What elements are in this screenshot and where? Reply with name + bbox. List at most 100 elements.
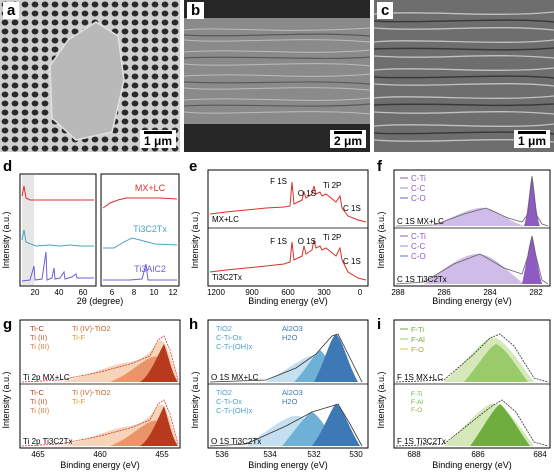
panel-i-f1s-xps: i Intensity (a.u.) F-Ti F-Al F-O F-Ti F-… — [374, 314, 554, 476]
i-tick: 686 — [471, 450, 485, 459]
g-envelope-bottom — [21, 399, 179, 447]
d-tick: 12 — [169, 288, 178, 297]
panel-label-e: e — [189, 158, 198, 175]
panel-a-sem-image: a 1 μm — [0, 0, 180, 152]
i-envelope-bottom — [395, 399, 549, 447]
h-tick: 530 — [349, 450, 363, 459]
e-sample-ti3c2tx: Ti3C2Tx — [212, 273, 242, 282]
g-title-top: Ti 2p MX+LC — [23, 373, 70, 382]
scale-bar-a: 1 μm — [139, 130, 176, 148]
g-ylabel: Intensity (a.u.) — [1, 371, 11, 428]
f-legend-bottom: C-O — [411, 252, 426, 261]
panel-label-g: g — [3, 316, 13, 333]
panel-f-c1s-xps: f Intensity (a.u.) C-Ti C-C C-O C-Ti C-C… — [374, 156, 554, 306]
panel-b-sem-image: b 2 μm — [184, 0, 370, 152]
d-trace-ti3alc2 — [21, 251, 94, 282]
h-legend-bottom: C-Ti-(OH)x — [216, 406, 253, 415]
f-title-top: C 1S MX+LC — [397, 217, 444, 226]
i-legend-top: F-Ti — [411, 325, 424, 334]
f-legend-bottom: C-C — [411, 242, 425, 251]
e-peak-o1s-top: O 1S — [298, 189, 316, 198]
d-tick: 8 — [132, 288, 137, 297]
scale-bar-c: 1 μm — [513, 130, 550, 148]
d-left-axes — [19, 173, 97, 287]
d-tick: 20 — [31, 288, 40, 297]
e-peak-o1s-bottom: O 1S — [298, 237, 316, 246]
h-legend-bottom: TiO2 — [216, 388, 232, 397]
e-tick: 900 — [245, 288, 259, 297]
panel-d-xrd-chart: d Intensity (a.u.) MX+LC Ti3C2Tx Ti3AlC2… — [0, 156, 184, 306]
e-trace-ti3c2tx — [209, 239, 367, 281]
f-fill-cti-top — [524, 176, 540, 226]
i-legend-top: F-O — [411, 345, 424, 354]
e-peak-c1s-top: C 1S — [343, 204, 361, 213]
panel-g-ti2p-xps: g Intensity (a.u.) Ti-C Ti (II) Ti (III)… — [0, 314, 184, 476]
g-legend-bottom: Ti (III) — [30, 406, 50, 415]
d-trace-ti3c2tx — [21, 229, 94, 247]
panel-label-f: f — [377, 158, 382, 175]
g-envelope-top — [21, 335, 179, 383]
i-xlabel: Binding energy (eV) — [432, 460, 512, 470]
i-legend-bottom: F-O — [411, 407, 422, 414]
e-tick: 1200 — [207, 288, 225, 297]
f-tick: 286 — [437, 288, 451, 297]
c1s-plot: Intensity (a.u.) C-Ti C-C C-O C-Ti C-C C… — [376, 169, 551, 306]
d-tick: 40 — [55, 288, 64, 297]
h-ylabel: Intensity (a.u.) — [190, 371, 200, 428]
g-legend-bottom: Ti-C — [30, 388, 44, 397]
d-right-axes — [100, 173, 180, 287]
panel-label-c: c — [377, 2, 394, 19]
f-fill-cc-top — [434, 207, 524, 226]
e-sample-mxlc: MX+LC — [212, 215, 239, 224]
h-fill-dark-top — [314, 334, 358, 382]
f-fill-cc-bottom — [424, 253, 524, 284]
g-tick: 460 — [93, 450, 107, 459]
f-envelope-top — [395, 175, 549, 227]
e-peak-f1s-bottom: F 1S — [270, 237, 287, 246]
d-trace-ti3c2tx-zoom — [103, 237, 178, 249]
i-fill-fal-bottom — [470, 404, 530, 446]
h-legend-top: C-Ti-(OH)x — [216, 342, 253, 351]
f1s-plot: Intensity (a.u.) F-Ti F-Al F-O F-Ti F-Al… — [376, 319, 551, 470]
h-legend-bottom: H2O — [282, 397, 298, 406]
panel-label-a: a — [3, 2, 20, 19]
o1s-plot: Intensity (a.u.) TiO2 C-Ti-Ox C-Ti-(OH)x… — [190, 319, 369, 470]
d-tick: 10 — [150, 288, 159, 297]
i-title-top: F 1S MX+LC — [397, 373, 443, 382]
f-legend-top: C-O — [411, 194, 426, 203]
h-legend-top: C-Ti-Ox — [216, 333, 242, 342]
panel-e-xps-survey: e Intensity (a.u.) F 1S O 1S Ti 2P C 1S … — [186, 156, 372, 306]
h-legend-top: TiO2 — [216, 324, 232, 333]
flake-shape — [49, 21, 125, 141]
h-title-bottom: O 1S Ti3C2Tx — [211, 437, 261, 446]
e-tick: 300 — [317, 288, 331, 297]
d-label-ti3c2tx: Ti3C2Tx — [133, 224, 167, 234]
f-legend-top: C-C — [411, 184, 425, 193]
g-xlabel: Binding energy (eV) — [60, 460, 140, 470]
h-legend-bottom: Al2O3 — [282, 388, 303, 397]
d-shaded-region — [22, 175, 34, 285]
i-legend-bottom: F-Al — [411, 399, 423, 406]
e-trace-mxlc — [209, 181, 367, 223]
e-tick: 0 — [358, 288, 363, 297]
d-trace-mxlc-zoom — [102, 197, 178, 209]
d-trace-mxlc — [21, 185, 94, 201]
f-tick: 282 — [529, 288, 543, 297]
i-legend-bottom: F-Ti — [411, 391, 422, 398]
d-label-ti3alc2: Ti3AlC2 — [134, 264, 166, 274]
e-ylabel: Intensity (a.u.) — [190, 211, 200, 268]
e-peak-ti2p-bottom: Ti 2P — [323, 233, 341, 242]
f-envelope-bottom — [395, 235, 549, 285]
scale-text-c: 1 μm — [517, 134, 546, 148]
f-xlabel: Binding energy (eV) — [432, 296, 512, 306]
i-legend-top: F-Al — [411, 335, 425, 344]
g-legend-top: Ti-C — [30, 324, 44, 333]
i-tick: 684 — [533, 450, 547, 459]
panel-label-h: h — [189, 316, 199, 333]
d-xlabel: 2θ (degree) — [77, 296, 124, 306]
d-tick: 6 — [110, 288, 115, 297]
panel-c-sem-image: c 1 μm — [374, 0, 554, 152]
h-xlabel: Binding energy (eV) — [248, 460, 328, 470]
panel-label-d: d — [3, 158, 13, 175]
d-tick: 60 — [79, 288, 88, 297]
